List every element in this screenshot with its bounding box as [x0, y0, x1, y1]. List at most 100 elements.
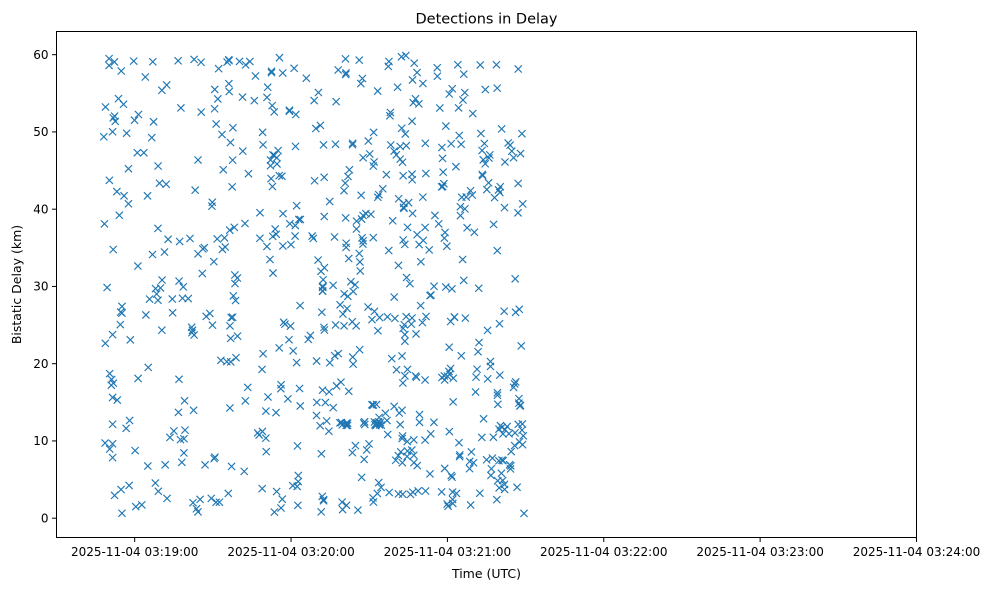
scatter-point [360, 455, 369, 464]
scatter-point [238, 93, 247, 102]
scatter-point [201, 460, 210, 469]
scatter-point [319, 275, 328, 284]
scatter-point [408, 117, 417, 126]
scatter-point [160, 248, 169, 257]
scatter-point [272, 487, 281, 496]
scatter-point [306, 331, 315, 340]
scatter-point [274, 146, 283, 155]
scatter-point [161, 460, 170, 469]
scatter-point [409, 451, 418, 460]
scatter-point [500, 307, 509, 316]
scatter-point [355, 257, 364, 266]
scatter-point [272, 230, 281, 239]
scatter-point [399, 235, 408, 245]
scatter-point [492, 60, 501, 69]
x-tick-label: 2025-11-04 03:20:00 [227, 545, 354, 559]
scatter-point [398, 490, 407, 499]
scatter-point [355, 56, 364, 65]
scatter-point [390, 293, 399, 302]
scatter-point [143, 462, 152, 471]
scatter-point [225, 226, 234, 235]
scatter-point [130, 116, 139, 125]
scatter-point [275, 343, 284, 352]
scatter-point [377, 421, 386, 430]
scatter-point [149, 117, 158, 126]
scatter-point [450, 313, 459, 322]
scatter-point [139, 148, 148, 157]
scatter-point [319, 140, 328, 149]
scatter-point [175, 237, 184, 246]
scatter-point [496, 182, 505, 191]
scatter-point [318, 386, 327, 395]
scatter-point [329, 281, 338, 290]
scatter-point [325, 387, 334, 396]
scatter-point [369, 400, 378, 409]
scatter-point [312, 398, 321, 407]
x-axis-label: Time (UTC) [451, 566, 521, 581]
scatter-point [165, 433, 174, 442]
scatter-point [474, 347, 483, 356]
scatter-point [486, 471, 495, 480]
scatter-point [451, 162, 460, 171]
scatter-point [519, 431, 528, 440]
scatter-point [318, 283, 327, 292]
scatter-point [105, 176, 114, 185]
scatter-point [255, 208, 264, 217]
scatter-point [126, 335, 135, 344]
scatter-point [153, 224, 162, 233]
scatter-point [374, 190, 383, 199]
scatter-point [169, 426, 178, 435]
scatter-point [396, 420, 405, 429]
scatter-point [120, 191, 129, 200]
scatter-point [488, 454, 497, 463]
scatter-point [437, 143, 446, 152]
scatter-point [334, 65, 343, 74]
scatter-point [108, 127, 117, 136]
scatter-point [235, 57, 244, 66]
scatter-point [191, 186, 200, 195]
scatter-point [212, 498, 221, 507]
scatter-point [401, 129, 410, 138]
scatter-point [272, 408, 281, 417]
scatter-point [324, 427, 333, 436]
scatter-point [483, 374, 492, 383]
scatter-point [407, 446, 416, 455]
scatter-point [411, 94, 420, 103]
scatter-point [421, 486, 430, 496]
x-tick-label: 2025-11-04 03:19:00 [71, 545, 198, 559]
scatter-point [255, 234, 264, 243]
scatter-point [510, 379, 519, 388]
scatter-point [340, 321, 349, 330]
scatter-point [442, 242, 451, 251]
scatter-point [105, 54, 114, 63]
scatter-point [272, 159, 281, 168]
scatter-point [517, 341, 526, 350]
scatter-point [302, 74, 311, 83]
scatter-point [430, 282, 439, 291]
scatter-point [416, 257, 425, 266]
scatter-point [125, 481, 134, 490]
scatter-point [467, 447, 476, 456]
scatter-point [190, 55, 199, 64]
scatter-point [359, 153, 368, 162]
scatter-point [210, 104, 219, 113]
scatter-point [408, 488, 417, 497]
scatter-point [495, 371, 504, 380]
x-tick-label: 2025-11-04 03:22:00 [540, 545, 667, 559]
scatter-point [390, 314, 399, 323]
scatter-point [227, 313, 236, 322]
scatter-point [314, 256, 323, 265]
scatter-point [402, 273, 411, 282]
scatter-point [311, 124, 320, 133]
scatter-point [437, 487, 446, 496]
scatter-point [460, 88, 469, 97]
scatter-point [309, 234, 318, 243]
scatter-point [356, 266, 365, 275]
scatter-point [108, 330, 117, 339]
scatter-point [454, 103, 463, 112]
scatter-point [243, 383, 252, 392]
scatter-point [415, 418, 424, 427]
scatter-point [109, 379, 118, 388]
scatter-point [245, 57, 254, 66]
